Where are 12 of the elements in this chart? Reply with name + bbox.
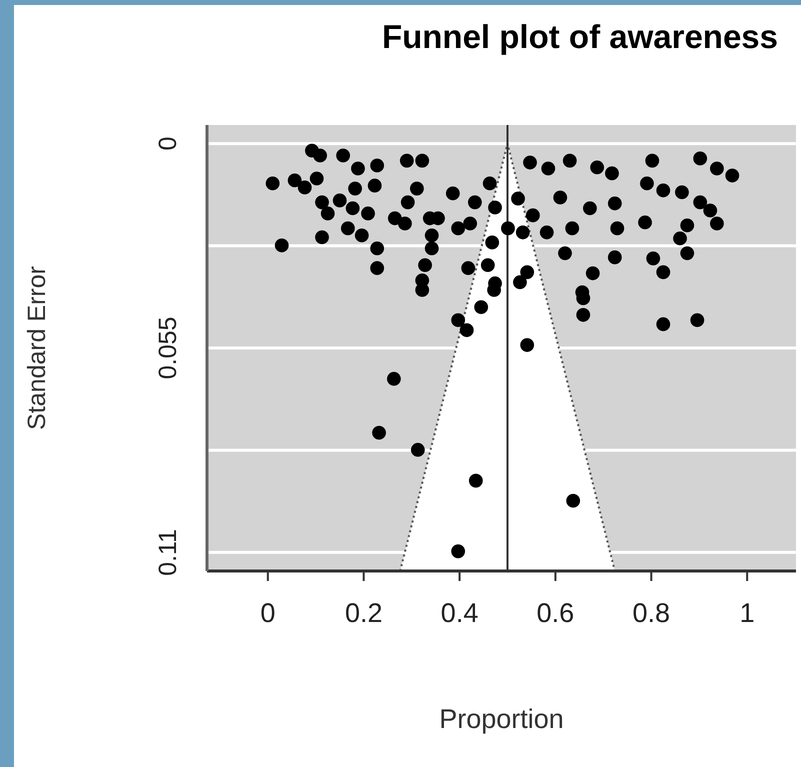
x-tick-label: 0 [260, 598, 276, 628]
y-tick-label: 0.055 [154, 316, 182, 380]
x-tick-label: 0.2 [344, 598, 382, 628]
x-tick-label: 0.6 [536, 598, 574, 628]
y-tick-label: 0 [154, 136, 182, 151]
y-tick-label: 0.11 [154, 529, 182, 576]
chart-title: Funnel plot of awareness [382, 18, 778, 55]
x-tick-label: 1 [740, 598, 755, 628]
x-axis-title: Proportion [439, 704, 564, 734]
y-axis-title: Standard Error [23, 266, 51, 430]
x-tick-label: 0.8 [632, 598, 670, 628]
x-tick-label: 0.4 [440, 598, 478, 628]
